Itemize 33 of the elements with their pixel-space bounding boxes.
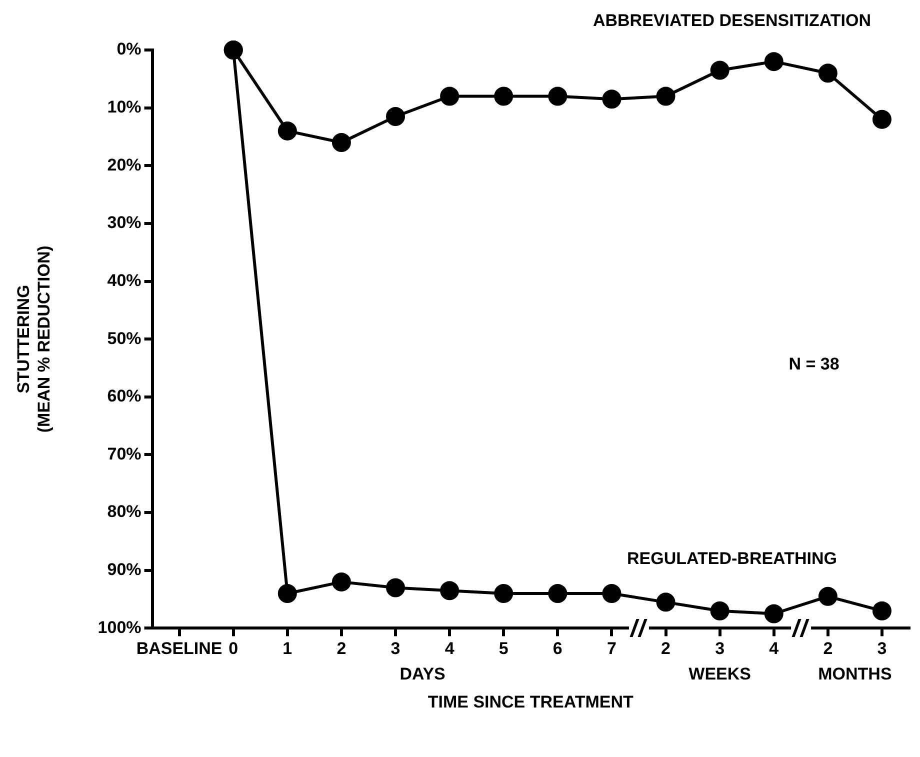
y-tick-label: 70% (107, 444, 142, 464)
x-tick-label: 6 (552, 639, 562, 658)
y-tick-label: 0% (116, 40, 142, 59)
y-tick-label: 100% (98, 618, 142, 637)
x-tick-label: 5 (498, 639, 508, 658)
y-tick-label: 10% (107, 98, 142, 117)
annotation: N = 38 (788, 354, 840, 374)
x-tick-label: 2 (336, 639, 346, 658)
y-tick-label: 80% (107, 502, 142, 522)
x-tick-label: 3 (715, 639, 725, 658)
y-tick-label: 30% (107, 213, 142, 232)
x-tick-label: 7 (606, 639, 616, 658)
y-tick-label: 40% (107, 270, 142, 290)
x-tick-label: 2 (661, 639, 671, 658)
x-axis-title: TIME SINCE TREATMENT (428, 692, 634, 712)
text: MONTHS (818, 664, 892, 684)
series-label: REGULATED-BREATHING (626, 549, 837, 568)
y-tick-label: 60% (107, 386, 142, 406)
x-tick-label: 3 (877, 639, 887, 658)
x-tick-label: BASELINE (136, 639, 222, 658)
y-tick-label: 20% (107, 155, 142, 174)
x-tick-label: 0 (228, 639, 238, 658)
y-tick-label: 90% (107, 560, 142, 580)
x-tick-label: 4 (769, 639, 780, 658)
x-tick-label: 2 (823, 639, 833, 658)
text: DAYS (400, 664, 446, 684)
text: WEEKS (688, 664, 751, 684)
y-tick-label: 50% (107, 328, 142, 348)
y-axis-title: STUTTERING (MEAN % REDUCTION) (14, 246, 54, 433)
x-tick-label: 3 (390, 639, 400, 658)
x-tick-label: 1 (282, 639, 292, 658)
x-tick-label: 4 (444, 639, 455, 658)
text: ABBREVIATED DESENSITIZATION (592, 11, 871, 30)
